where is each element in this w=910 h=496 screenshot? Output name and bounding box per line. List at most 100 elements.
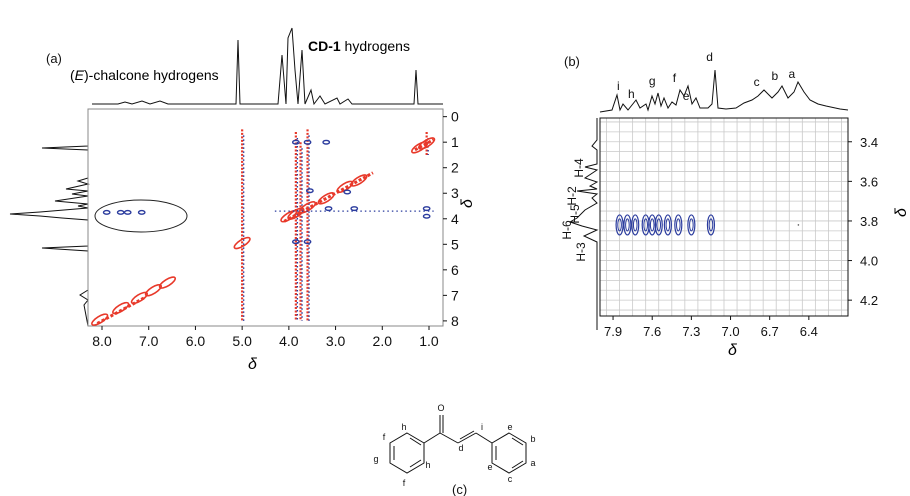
structure-atom-label: c xyxy=(508,474,513,484)
noise-dot xyxy=(797,224,800,226)
y-tick-label-b: 4.0 xyxy=(860,254,878,269)
top-spectrum-b xyxy=(599,69,849,113)
y-axis-b: 3.4 3.6 3.8 4.0 4.2 xyxy=(848,135,878,308)
x-tick-label-a: 1.0 xyxy=(419,333,439,349)
cross-peak-b-inner xyxy=(643,218,648,232)
right-phenyl-ring xyxy=(491,432,527,474)
chalcone-annotation-rest: )-chalcone hydrogens xyxy=(84,67,219,83)
diagonal-peak xyxy=(144,283,163,297)
y-tick-label-a: 6 xyxy=(451,262,459,278)
x-tick-label-a: 7.0 xyxy=(139,333,159,349)
cross-peak xyxy=(322,139,331,145)
diagonal-peak xyxy=(130,291,149,305)
structure-atom-label: b xyxy=(530,434,535,444)
contour-marks-b xyxy=(615,214,800,236)
cross-peak-b xyxy=(706,214,716,236)
peak-label-f: f xyxy=(673,71,677,85)
chalcone-structure xyxy=(389,415,527,474)
cross-peak xyxy=(324,206,333,212)
structure-labels: Oh f g h f i d e b e a c xyxy=(373,403,535,488)
cross-peak xyxy=(123,209,132,215)
cross-peak-b-inner xyxy=(617,218,622,232)
diagonal-peak xyxy=(418,137,436,150)
diagonal-peak xyxy=(112,301,130,315)
diagonal-band xyxy=(283,171,374,223)
proton-label: H-5 xyxy=(568,204,582,224)
cross-peak-b xyxy=(623,214,632,236)
chalcone-annotation-italic: E xyxy=(75,67,85,83)
proton-labels-b: H-6H-5H-2 H-4 H-3 xyxy=(560,158,588,262)
x-tick-label-a: 4.0 xyxy=(279,333,299,349)
x-tick-label-a: 6.0 xyxy=(186,333,206,349)
x-tick-label-b: 7.0 xyxy=(721,324,739,339)
cross-peak xyxy=(305,188,314,194)
cd1-annotation: CD-1 hydrogens xyxy=(308,38,410,54)
y-tick-label-a: 1 xyxy=(451,134,459,150)
chalcone-annotation: (E)-chalcone hydrogens xyxy=(70,67,219,83)
contour-plot-frame-a xyxy=(87,108,444,327)
cross-peak xyxy=(303,239,312,245)
cross-peak xyxy=(422,213,431,219)
panel-c-label: (c) xyxy=(452,482,467,496)
structure-atom-label: d xyxy=(458,443,463,453)
left-spectrum-b xyxy=(568,118,599,330)
x-tick-label-a: 2.0 xyxy=(373,333,393,349)
x-axis-label-b: δ xyxy=(728,342,738,359)
cross-peak-b xyxy=(674,214,683,236)
y-axis-label-b: δ xyxy=(893,207,910,217)
peak-label-d: d xyxy=(706,50,713,64)
cross-peak xyxy=(102,209,111,215)
cross-peak-b xyxy=(615,214,624,236)
cross-peak xyxy=(350,206,359,212)
proton-label: H-4 xyxy=(572,158,586,178)
diagonal-peak xyxy=(91,313,109,326)
structure-atom-label: f xyxy=(383,432,386,442)
y-tick-label-a: 7 xyxy=(451,287,459,303)
cross-peak xyxy=(343,189,352,195)
contour-marks-a xyxy=(91,129,436,326)
cross-peak xyxy=(116,209,125,215)
chalcone-annotation-prefix: ( xyxy=(70,67,75,83)
y-tick-label-b: 3.6 xyxy=(860,174,878,189)
cross-peak xyxy=(422,206,431,212)
structure-atom-label: O xyxy=(437,403,444,413)
structure-atom-label: i xyxy=(481,422,483,432)
panel-a-label: (a) xyxy=(46,51,62,66)
structure-atom-label: f xyxy=(403,478,406,488)
left-spectrum-a xyxy=(9,110,90,327)
cross-peak-b-inner xyxy=(676,218,681,232)
cross-peak-b-inner xyxy=(632,218,638,232)
peak-label-g: g xyxy=(649,74,656,88)
y-axis-a: 0 1 2 3 4 5 6 7 8 xyxy=(443,109,459,329)
cross-peak xyxy=(137,209,146,215)
peak-label-c: c xyxy=(754,75,760,89)
x-tick-label-b: 7.3 xyxy=(682,324,700,339)
peak-label-h: h xyxy=(628,87,635,101)
y-tick-label-a: 0 xyxy=(451,109,459,125)
peak-label-e: e xyxy=(683,89,690,103)
diagonal-band xyxy=(96,296,145,325)
peak-label-i: i xyxy=(617,79,620,93)
structure-atom-label: e xyxy=(507,422,512,432)
y-tick-label-a: 5 xyxy=(451,236,459,252)
structure-atom-label: a xyxy=(530,458,535,468)
x-axis-a: 8.0 7.0 6.0 5.0 4.0 3.0 2.0 1.0 xyxy=(92,326,439,349)
proton-label: H-2 xyxy=(565,186,579,206)
cd1-annotation-rest: hydrogens xyxy=(341,38,410,54)
structure-atom-label: g xyxy=(373,454,378,464)
diagonal-band xyxy=(414,138,435,152)
x-tick-label-b: 6.7 xyxy=(761,324,779,339)
cross-peak-b-inner xyxy=(656,218,662,232)
panel-b-label: (b) xyxy=(564,54,580,69)
diagonal-peak xyxy=(298,201,317,214)
x-tick-label-b: 6.4 xyxy=(800,324,818,339)
y-tick-label-a: 8 xyxy=(451,313,459,329)
structure-atom-label: e xyxy=(487,462,492,472)
y-axis-label-a: δ xyxy=(459,198,476,208)
peak-labels-b: ihg fe d c b a xyxy=(617,50,796,103)
proton-label: H-3 xyxy=(574,242,588,262)
cross-peak xyxy=(291,239,300,245)
x-tick-label-a: 5.0 xyxy=(232,333,252,349)
